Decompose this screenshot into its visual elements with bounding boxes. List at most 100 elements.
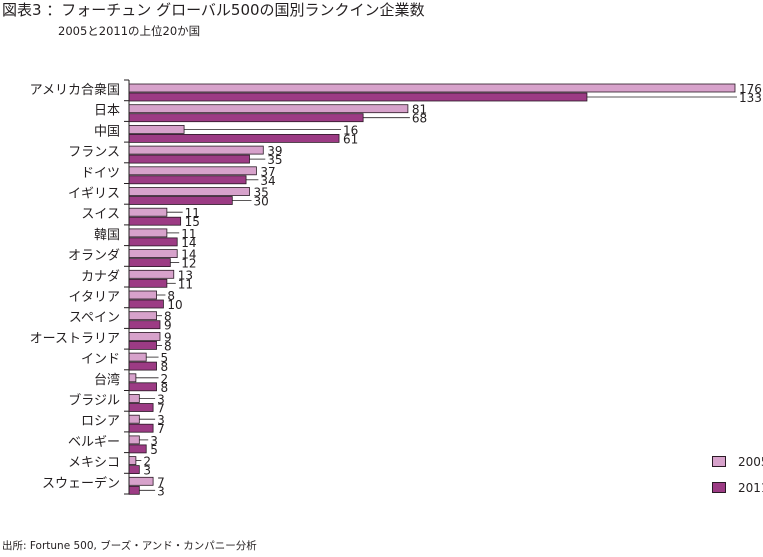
bar-2011 — [128, 196, 233, 205]
bar-2005 — [128, 83, 736, 93]
value-label: 61 — [343, 132, 358, 146]
value-label: 8 — [164, 339, 172, 353]
value-label: 11 — [185, 206, 200, 220]
bar-2005 — [128, 207, 168, 217]
category-label: スイス — [81, 207, 120, 222]
value-label: 3 — [157, 393, 165, 407]
legend-swatch-2011 — [712, 482, 726, 493]
category-label: イギリス — [68, 187, 120, 202]
category-label: スウェーデン — [42, 475, 120, 491]
bar-2011 — [128, 154, 250, 164]
value-label: 2 — [161, 372, 169, 386]
value-label: 8 — [161, 381, 169, 395]
bar-2005 — [128, 414, 140, 424]
value-label: 7 — [157, 475, 165, 489]
value-label: 3 — [157, 413, 165, 427]
value-label: 9 — [164, 330, 172, 344]
value-label: 81 — [412, 103, 427, 117]
value-label: 16 — [343, 123, 358, 137]
value-label: 30 — [254, 195, 269, 209]
category-label: アメリカ合衆国 — [30, 82, 120, 98]
category-label: ドイツ — [81, 166, 120, 181]
bar-2011 — [128, 382, 157, 392]
category-label: 台湾 — [94, 372, 120, 388]
category-label: メキシコ — [68, 456, 120, 471]
bar-2011 — [128, 133, 340, 143]
bar-2011 — [128, 278, 168, 288]
value-label: 3 — [150, 434, 158, 448]
category-label: カナダ — [81, 269, 120, 284]
bar-2011 — [128, 485, 140, 495]
bar-2005 — [128, 456, 137, 466]
bar-2005 — [128, 290, 157, 300]
bar-2011 — [128, 113, 364, 123]
value-label: 8 — [161, 360, 169, 374]
value-label: 3 — [157, 484, 165, 498]
category-label: オーストラリア — [30, 331, 120, 346]
bar-2005 — [128, 373, 137, 383]
bar-2005 — [128, 228, 168, 238]
value-label: 9 — [164, 319, 172, 333]
category-label: 韓国 — [94, 228, 120, 243]
value-label: 14 — [181, 236, 196, 250]
bar-2011 — [128, 216, 182, 226]
value-label: 35 — [254, 186, 269, 200]
value-label: 13 — [178, 268, 193, 282]
bar-2005 — [128, 145, 264, 155]
value-label: 39 — [267, 144, 282, 158]
bar-2005 — [128, 249, 178, 259]
value-label: 5 — [161, 351, 169, 365]
chart-title: 図表3 ：フォーチュン グローバル500の国別ランクイン企業数 — [2, 1, 425, 19]
bar-2011 — [128, 92, 588, 102]
bar-2005 — [128, 476, 154, 486]
value-label: 14 — [181, 248, 196, 262]
bar-2005 — [128, 331, 161, 341]
category-label: インド — [81, 352, 120, 367]
bar-2011 — [128, 258, 171, 268]
legend-label-2011: 2011 — [738, 481, 763, 495]
bar-2005 — [128, 125, 185, 134]
value-label: 5 — [150, 443, 158, 457]
bar-2011 — [128, 444, 147, 454]
category-label: 日本 — [94, 104, 120, 119]
value-label: 68 — [412, 112, 427, 126]
category-label: ロシア — [81, 414, 120, 429]
value-label: 8 — [164, 310, 172, 324]
value-label: 37 — [260, 165, 275, 179]
value-label: 7 — [157, 422, 165, 436]
category-label: スペイン — [69, 311, 120, 326]
source-note: 出所: Fortune 500, ブーズ・アンド・カンパニー分析 — [2, 540, 257, 552]
category-label: イタリア — [69, 290, 120, 305]
value-label: 133 — [739, 91, 762, 105]
bar-2011 — [128, 403, 154, 412]
bar-2011 — [128, 237, 178, 247]
value-label: 7 — [157, 402, 165, 416]
bar-2011 — [128, 361, 157, 371]
bar-2011 — [128, 299, 164, 309]
legend-swatch-2005 — [712, 456, 726, 467]
value-label: 35 — [267, 153, 282, 167]
value-label: 34 — [260, 174, 275, 188]
value-label: 11 — [178, 277, 193, 291]
bar-2011 — [128, 423, 154, 433]
chart-subtitle: 2005と2011の上位20か国 — [58, 24, 201, 38]
category-label: ブラジル — [68, 393, 120, 409]
bar-2005 — [128, 435, 140, 445]
bar-2005 — [128, 166, 257, 176]
category-label: ベルギー — [68, 435, 120, 450]
bar-2005 — [128, 352, 147, 362]
bar-2005 — [128, 187, 250, 196]
bar-2005 — [128, 104, 409, 114]
value-label: 2 — [143, 455, 151, 469]
bar-2005 — [128, 394, 140, 403]
bar-2005 — [128, 269, 175, 279]
bar-2005 — [128, 311, 157, 321]
value-label: 11 — [181, 227, 196, 241]
value-label: 176 — [739, 82, 762, 96]
category-label: オランダ — [68, 249, 120, 264]
category-label: フランス — [68, 145, 120, 160]
bar-2011 — [128, 340, 157, 350]
bar-2011 — [128, 320, 161, 330]
value-label: 10 — [167, 298, 182, 312]
